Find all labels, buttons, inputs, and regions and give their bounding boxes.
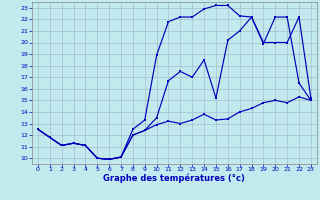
- X-axis label: Graphe des températures (°c): Graphe des températures (°c): [103, 174, 245, 183]
